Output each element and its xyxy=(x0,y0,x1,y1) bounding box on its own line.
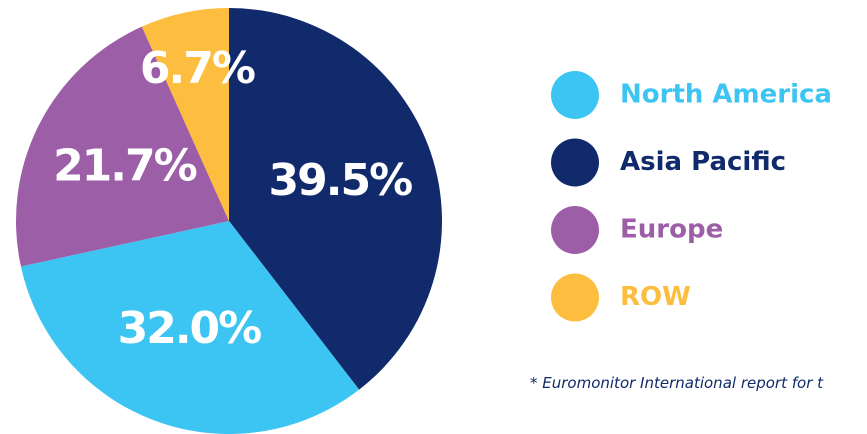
legend-swatch xyxy=(551,206,599,254)
legend-swatch xyxy=(551,138,599,187)
pie-slice xyxy=(141,8,229,221)
legend-label: Europe xyxy=(620,215,723,245)
pie-slice xyxy=(20,221,360,434)
legend-label: ROW xyxy=(620,282,691,312)
legend-swatch xyxy=(551,273,599,322)
slice-label: 32.0% xyxy=(118,303,262,354)
legend-label: North America xyxy=(620,80,832,110)
pie-slice xyxy=(15,26,229,267)
slice-label: 6.7% xyxy=(140,43,255,94)
pie-slice xyxy=(229,8,443,390)
slice-label: 39.5% xyxy=(269,155,413,206)
legend-swatch xyxy=(551,71,599,119)
legend-label: Asia Pacific xyxy=(620,147,786,177)
footnote: * Euromonitor International report for t xyxy=(530,374,824,392)
slice-label: 21.7% xyxy=(53,140,197,191)
